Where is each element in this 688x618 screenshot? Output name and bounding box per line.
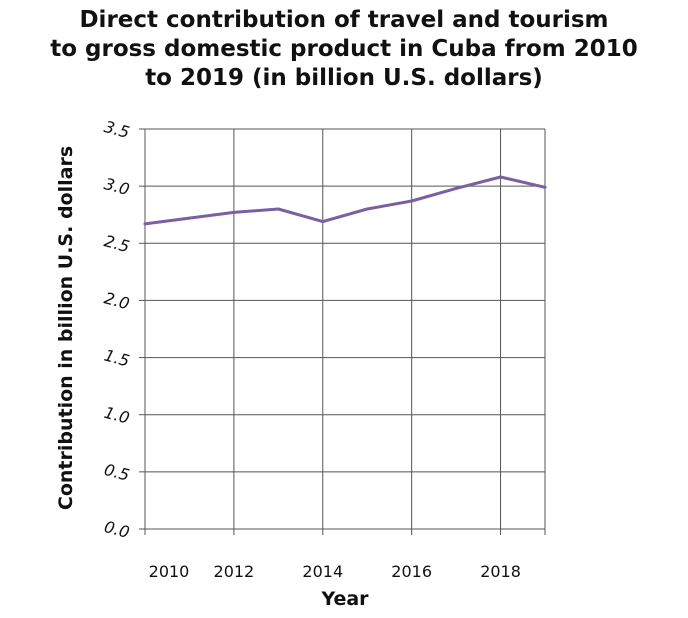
data-point (499, 175, 503, 179)
data-point (321, 220, 325, 224)
y-tick-label: 1.0 (102, 403, 132, 428)
x-tick-label: 2014 (302, 562, 343, 581)
x-tick-label: 2016 (391, 562, 432, 581)
y-tick-label: 0.0 (102, 517, 132, 542)
x-tick-label: 2012 (214, 562, 255, 581)
y-tick-label: 0.5 (102, 460, 132, 485)
y-tick-label: 3.0 (102, 174, 132, 199)
y-axis-label: Contribution in billion U.S. dollars (55, 146, 77, 510)
data-point (454, 186, 458, 190)
chart-title-line-1: Direct contribution of travel and touris… (79, 7, 609, 33)
data-point (276, 207, 280, 211)
y-tick-label: 1.5 (102, 346, 132, 371)
series-line (143, 175, 547, 226)
x-tick-label: 2018 (480, 562, 521, 581)
grid-lines (139, 128, 546, 535)
series-group (143, 175, 547, 226)
chart-title-line-3: to 2019 (in billion U.S. dollars) (145, 65, 543, 91)
data-point (143, 222, 147, 226)
chart-title-line-2: to gross domestic product in Cuba from 2… (50, 36, 638, 62)
y-tick-label: 2.5 (102, 231, 132, 256)
data-point (410, 199, 414, 203)
y-axis-ticks: 0.0 0.5 1.0 1.5 2.0 2.5 3.0 3.5 (102, 117, 132, 542)
y-tick-label: 3.5 (102, 117, 132, 142)
chart-title: Direct contribution of travel and touris… (0, 6, 688, 93)
x-tick-label: 2010 (149, 562, 190, 581)
x-axis-ticks: 2010 2012 2014 2016 2018 (149, 562, 521, 581)
data-point (365, 207, 369, 211)
data-point (232, 210, 236, 214)
y-tick-label: 2.0 (102, 288, 132, 313)
x-axis-label: Year (320, 588, 369, 610)
data-point (543, 185, 547, 189)
data-point (187, 216, 191, 220)
